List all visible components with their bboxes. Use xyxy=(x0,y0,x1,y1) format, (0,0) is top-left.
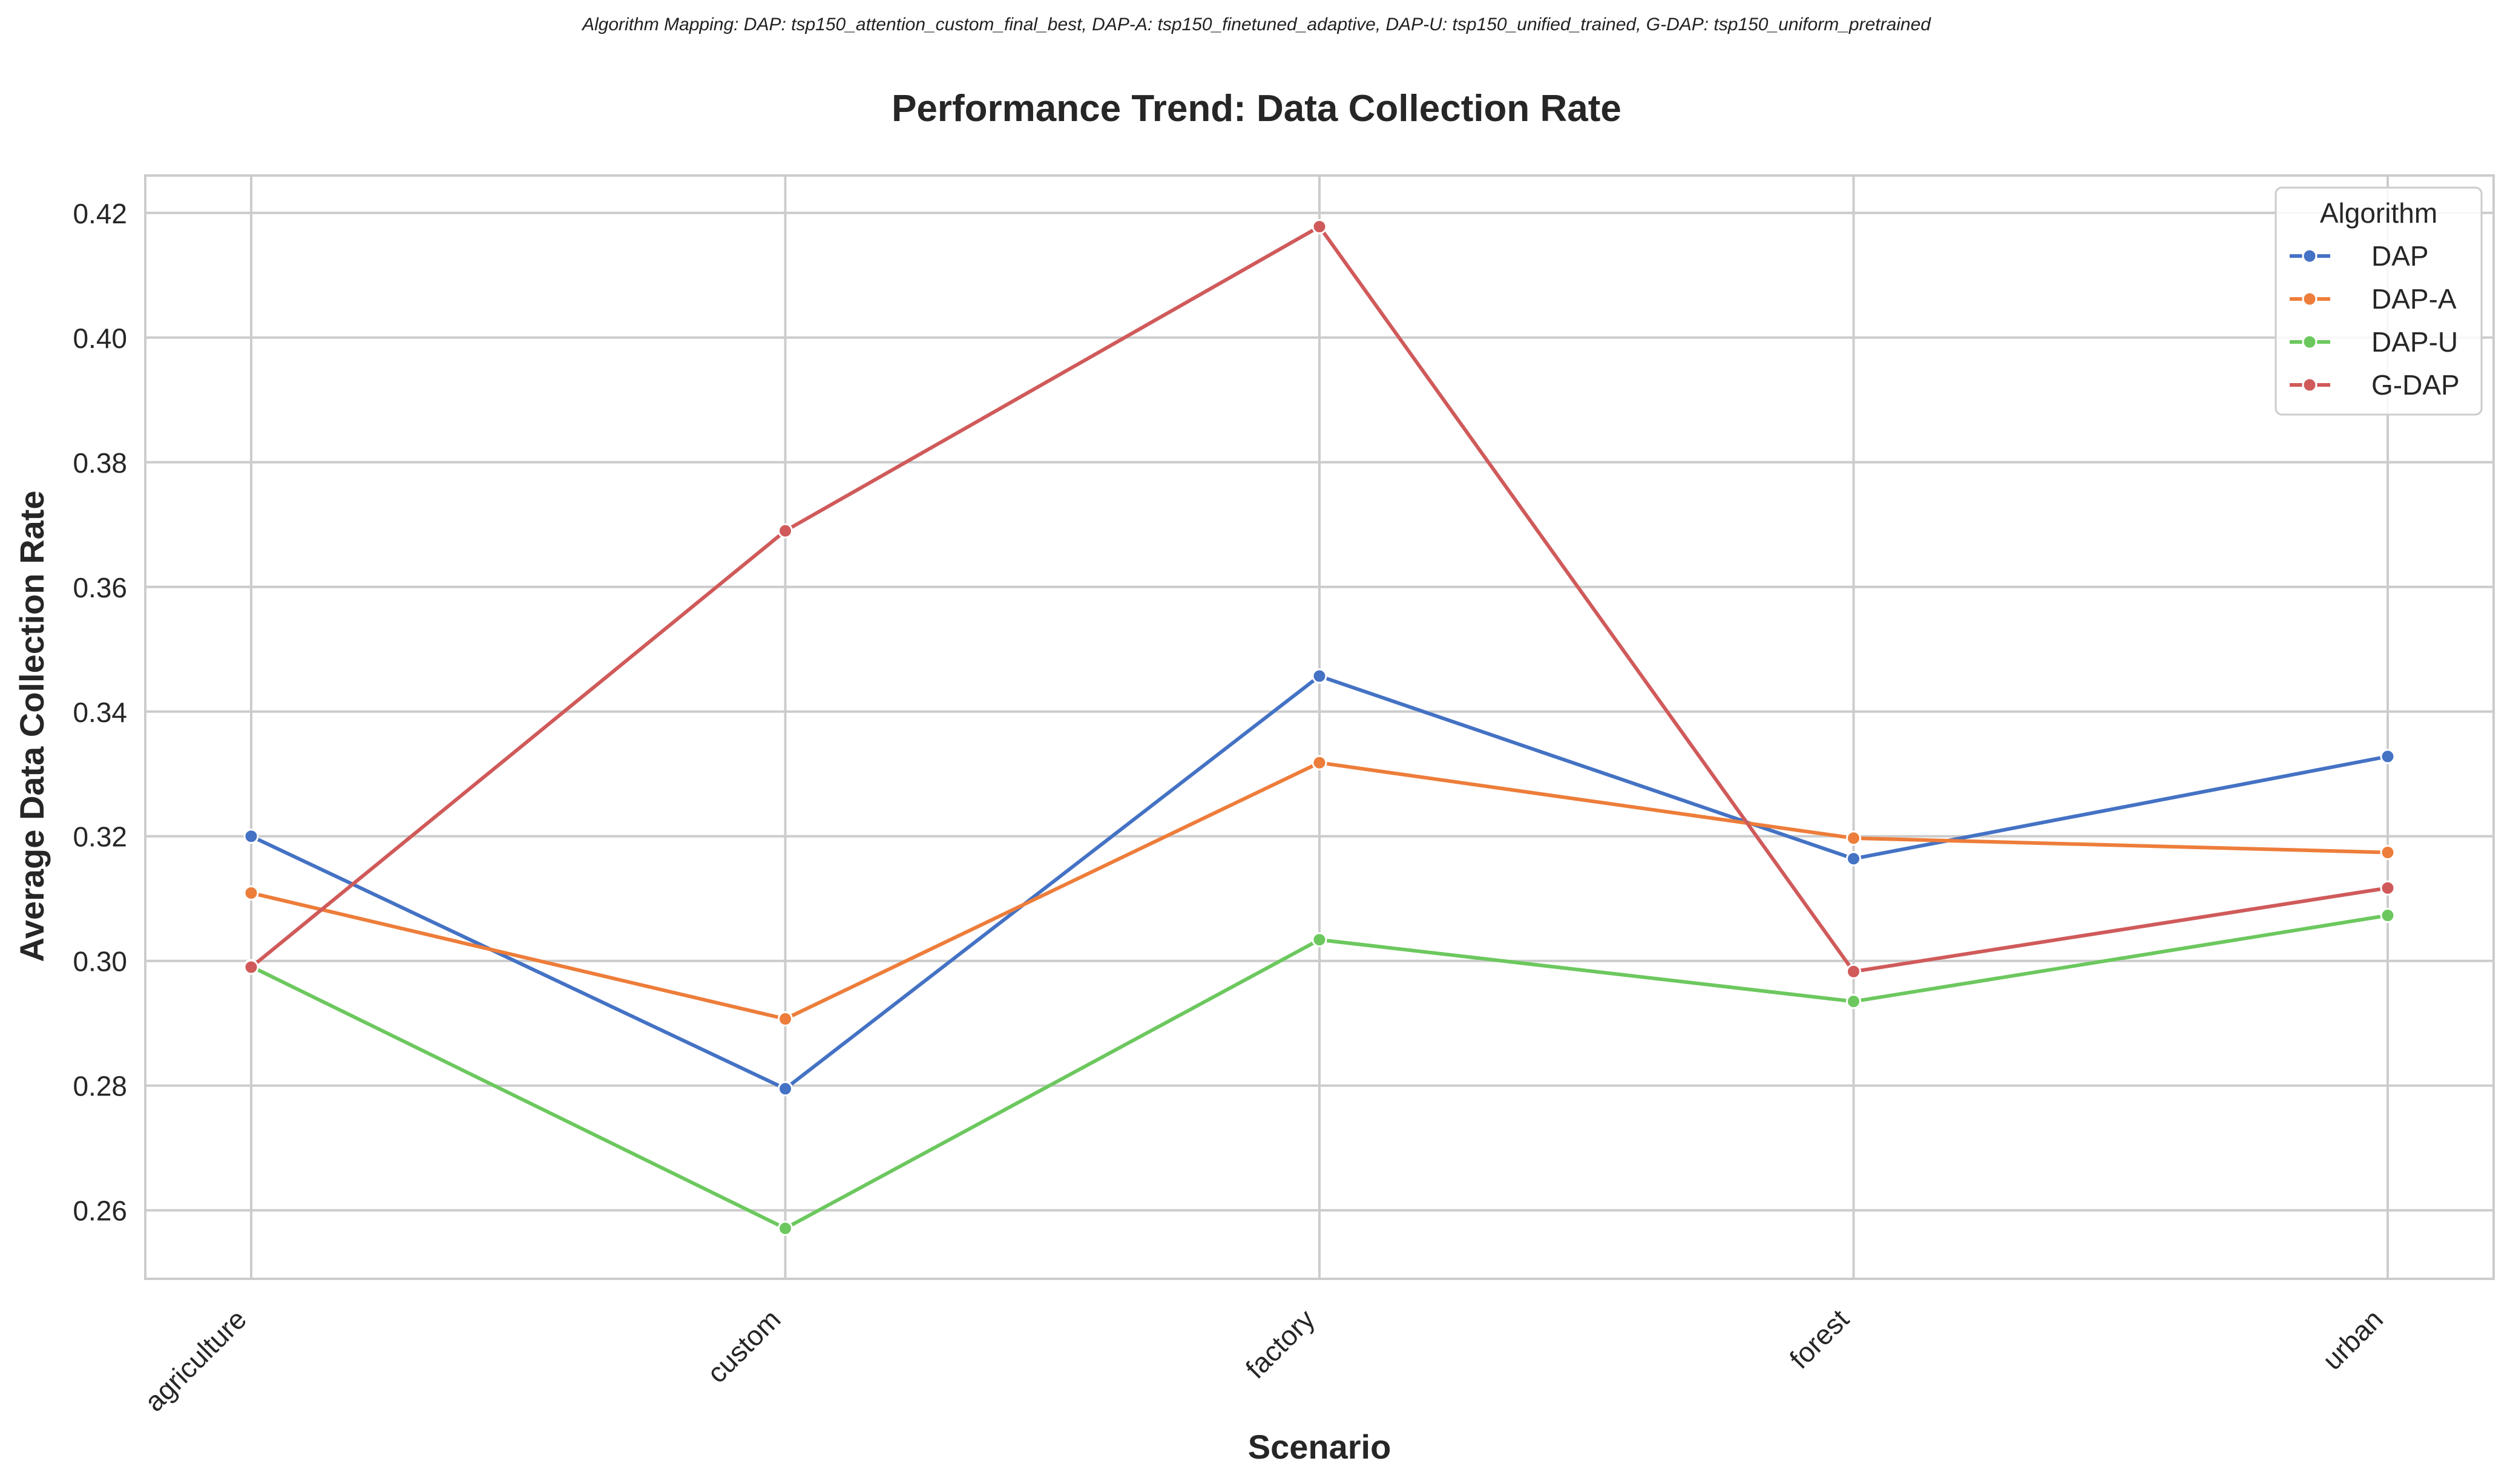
y-tick-label: 0.42 xyxy=(73,198,127,229)
data-point xyxy=(2381,909,2394,922)
data-point xyxy=(1313,220,1326,233)
data-point xyxy=(245,830,258,843)
y-tick-label: 0.38 xyxy=(73,447,127,479)
x-tick-label: custom xyxy=(701,1303,787,1389)
grid xyxy=(145,176,2494,1279)
data-point xyxy=(1313,933,1326,947)
data-point xyxy=(1313,669,1326,683)
x-tick-label: urban xyxy=(2316,1303,2389,1376)
data-point xyxy=(245,886,258,899)
legend-label: G-DAP xyxy=(2371,369,2460,401)
y-tick-label: 0.36 xyxy=(73,572,127,603)
legend-marker xyxy=(2303,335,2316,349)
chart-suptitle: Algorithm Mapping: DAP: tsp150_attention… xyxy=(581,15,1931,34)
x-tick-label: forest xyxy=(1783,1303,1854,1374)
y-tick-label: 0.30 xyxy=(73,946,127,977)
data-point xyxy=(1847,965,1861,978)
data-point xyxy=(1847,995,1861,1008)
legend-marker xyxy=(2303,378,2316,392)
data-point xyxy=(245,960,258,974)
data-point xyxy=(2381,846,2394,859)
legend-label: DAP xyxy=(2371,240,2429,272)
x-tick-labels: agriculture custom factory forest urban xyxy=(138,1303,2389,1417)
x-tick-label: agriculture xyxy=(138,1303,252,1417)
data-point xyxy=(779,1222,792,1235)
data-point xyxy=(1313,756,1326,769)
legend-marker xyxy=(2303,292,2316,306)
data-point xyxy=(1847,852,1861,865)
y-axis-label: Average Data Collection Rate xyxy=(13,490,51,962)
data-point xyxy=(779,1013,792,1026)
legend-label: DAP-A xyxy=(2371,283,2457,315)
data-point xyxy=(779,524,792,537)
data-point xyxy=(1847,832,1861,845)
y-tick-label: 0.34 xyxy=(73,697,127,728)
x-axis-label: Scenario xyxy=(1248,1428,1391,1466)
data-point xyxy=(2381,750,2394,763)
x-tick-label: factory xyxy=(1240,1303,1321,1384)
y-tick-label: 0.28 xyxy=(73,1071,127,1102)
legend-label: DAP-U xyxy=(2371,326,2458,358)
y-tick-label: 0.32 xyxy=(73,821,127,853)
data-point xyxy=(2381,881,2394,895)
chart-title: Performance Trend: Data Collection Rate xyxy=(892,88,1621,130)
data-point xyxy=(779,1082,792,1095)
legend-marker xyxy=(2303,249,2316,263)
legend-title: Algorithm xyxy=(2320,197,2437,229)
legend: Algorithm DAP DAP-A DAP-U G-DAP xyxy=(2276,188,2482,415)
y-tick-label: 0.26 xyxy=(73,1195,127,1227)
y-tick-labels: 0.26 0.28 0.30 0.32 0.34 0.36 0.38 0.40 0.42 xyxy=(73,198,127,1227)
y-tick-label: 0.40 xyxy=(73,323,127,354)
